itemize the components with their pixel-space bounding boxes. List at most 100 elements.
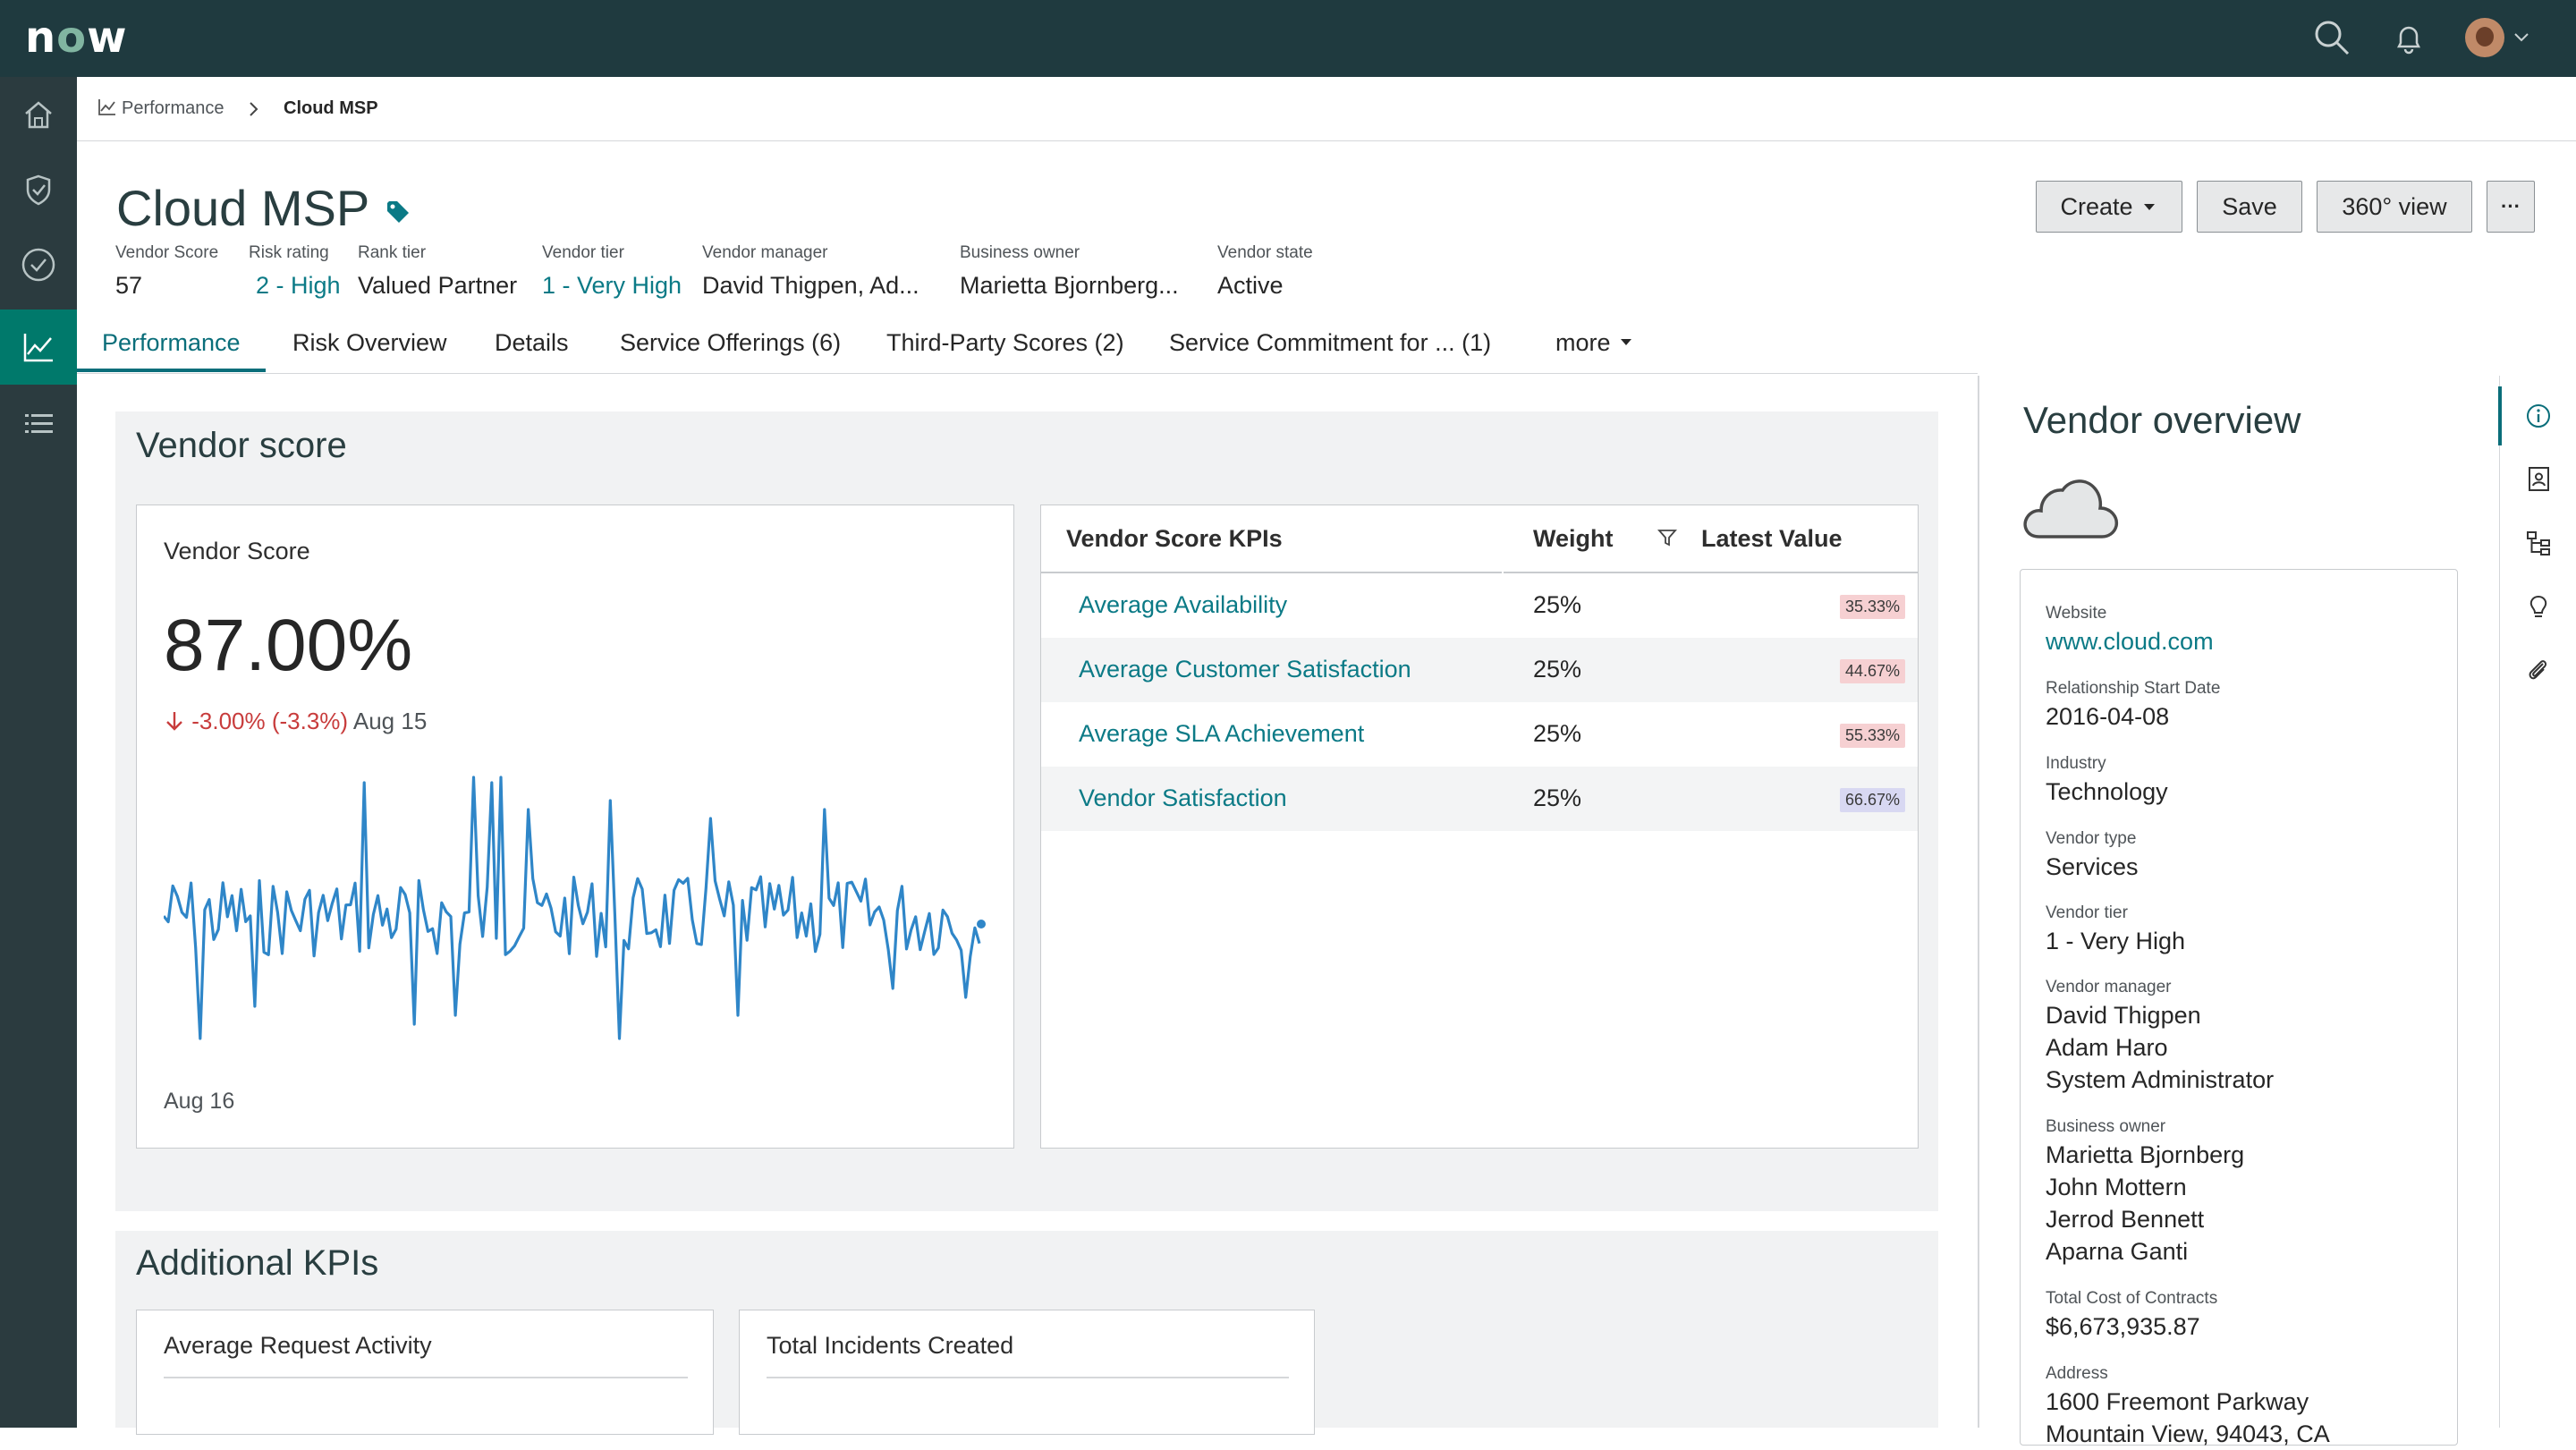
item-label: Vendor tier [2046, 903, 2128, 922]
bell-icon[interactable] [2386, 16, 2431, 61]
item-label: Total Cost of Contracts [2046, 1289, 2218, 1308]
kpi-link-average-availability[interactable]: Average Availability [1079, 591, 1288, 618]
item-value: 2016-04-08 [2046, 703, 2170, 730]
tab-performance[interactable]: Performance [102, 329, 241, 356]
table-row: Average SLA Achievement 25% 55.33% [1041, 702, 1918, 767]
caret-down-icon [2143, 204, 2155, 210]
user-avatar[interactable] [2465, 18, 2504, 57]
vendor-score-card[interactable]: Vendor Score 87.00% -3.00% (-3.3%) Aug 1… [136, 505, 1014, 1149]
tab-details[interactable]: Details [495, 329, 569, 356]
item-value: John Mottern [2046, 1174, 2187, 1200]
chevron-down-icon[interactable] [2508, 23, 2535, 50]
tab-risk-overview[interactable]: Risk Overview [292, 329, 447, 356]
kpi-card-average-request-activity[interactable]: Average Request Activity [136, 1310, 714, 1435]
kpi-value-badge: 44.67% [1839, 659, 1905, 683]
delta-date: Aug 15 [352, 708, 428, 734]
item-value: 1600 Freemont Parkway [2046, 1388, 2309, 1415]
caret-down-icon [1621, 339, 1632, 345]
item-label: Website [2046, 604, 2107, 623]
check-circle-icon[interactable] [0, 227, 77, 302]
field-label: Vendor state [1217, 243, 1313, 262]
save-button[interactable]: Save [2197, 181, 2302, 233]
vendor-overview-title: Vendor overview [2023, 399, 2301, 441]
shield-check-icon[interactable] [0, 152, 77, 227]
field-value: David Thigpen, Ad... [702, 272, 919, 299]
card-title: Average Request Activity [164, 1332, 432, 1359]
search-icon[interactable] [2309, 16, 2354, 61]
header-kpi[interactable]: Vendor Score KPIs [1066, 525, 1283, 552]
lightbulb-icon[interactable] [2523, 592, 2554, 623]
contact-card-icon[interactable] [2523, 463, 2554, 494]
overview-business-owner: Business owner Marietta Bjornberg John M… [2046, 1117, 2244, 1268]
overview-relationship-start-date: Relationship Start Date 2016-04-08 [2046, 679, 2220, 733]
field-vendor-state: Vendor state Active [1217, 243, 1313, 300]
item-value: Aparna Ganti [2046, 1238, 2189, 1265]
field-vendor-tier: Vendor tier 1 - Very High [542, 243, 682, 300]
overview-industry: Industry Technology [2046, 754, 2168, 808]
header-weight[interactable]: Weight [1533, 525, 1614, 552]
kpi-link-vendor-satisfaction[interactable]: Vendor Satisfaction [1079, 784, 1287, 811]
table-row: Average Availability 25% 35.33% [1041, 573, 1918, 638]
field-rank-tier: Rank tier Valued Partner [358, 243, 517, 300]
website-link[interactable]: www.cloud.com [2046, 628, 2214, 655]
performance-chart-icon[interactable] [0, 310, 77, 385]
field-label: Vendor Score [115, 243, 219, 262]
list-icon[interactable] [0, 386, 77, 462]
tab-service-offerings[interactable]: Service Offerings (6) [620, 329, 842, 356]
field-business-owner: Business owner Marietta Bjornberg... [960, 243, 1179, 300]
record-tabs: Performance Risk Overview Details Servic… [77, 322, 1978, 374]
kpi-value-badge: 35.33% [1839, 595, 1905, 619]
info-icon[interactable] [2523, 401, 2554, 431]
divider [767, 1377, 1289, 1378]
field-label: Vendor manager [702, 243, 828, 262]
x-axis-label: Aug 16 [164, 1089, 235, 1114]
item-label: Address [2046, 1364, 2108, 1383]
delta-value: -3.00% (-3.3%) [191, 708, 349, 734]
kpi-value-badge: 66.67% [1839, 788, 1905, 812]
item-value: Services [2046, 853, 2139, 880]
field-value: Active [1217, 272, 1284, 299]
item-value: Mountain View, 94043, CA [2046, 1420, 2330, 1447]
risk-rating-link[interactable]: 2 - High [256, 272, 341, 299]
kpi-weight: 25% [1533, 784, 1582, 811]
more-actions-button[interactable]: ··· [2487, 181, 2535, 233]
tag-icon[interactable] [385, 199, 411, 230]
item-value: Marietta Bjornberg [2046, 1141, 2245, 1168]
filter-icon[interactable] [1657, 527, 1678, 553]
kpi-link-average-customer-satisfaction[interactable]: Average Customer Satisfaction [1079, 656, 1411, 683]
kpi-link-average-sla-achievement[interactable]: Average SLA Achievement [1079, 720, 1365, 747]
paperclip-icon[interactable] [2523, 655, 2554, 685]
field-value: 57 [115, 272, 143, 299]
active-rail-indicator [2498, 386, 2502, 445]
item-value: 1 - Very High [2046, 928, 2186, 954]
tab-third-party-scores[interactable]: Third-Party Scores (2) [886, 329, 1124, 356]
arrow-down-icon [166, 712, 182, 731]
kpi-table-card: Vendor Score KPIs Weight Latest Value Av… [1040, 505, 1919, 1149]
item-value: Jerrod Bennett [2046, 1206, 2205, 1233]
trend-end-point [977, 920, 986, 929]
hierarchy-icon[interactable] [2523, 528, 2554, 558]
kpi-table-header: Vendor Score KPIs Weight Latest Value [1041, 505, 1918, 573]
create-button[interactable]: Create [2036, 181, 2182, 233]
header-latest-value[interactable]: Latest Value [1701, 525, 1843, 552]
item-value: David Thigpen [2046, 1002, 2201, 1029]
table-row: Vendor Satisfaction 25% 66.67% [1041, 767, 1918, 831]
item-value: System Administrator [2046, 1066, 2275, 1093]
overview-address: Address 1600 Freemont Parkway Mountain V… [2046, 1364, 2330, 1450]
kpi-card-total-incidents-created[interactable]: Total Incidents Created [739, 1310, 1315, 1435]
home-icon[interactable] [0, 77, 77, 152]
360-view-button[interactable]: 360° view [2317, 181, 2472, 233]
breadcrumb-performance[interactable]: Performance [122, 98, 225, 118]
tab-more[interactable]: more [1555, 329, 1635, 357]
chevron-right-icon [245, 98, 263, 124]
item-label: Vendor manager [2046, 978, 2172, 996]
overview-vendor-type: Vendor type Services [2046, 829, 2139, 883]
now-logo[interactable]: now [25, 13, 128, 63]
item-label: Relationship Start Date [2046, 679, 2221, 698]
panel-divider[interactable] [1978, 376, 1979, 1428]
vendor-score-section: Vendor score Vendor Score 87.00% -3.00% … [115, 411, 1938, 1211]
item-label: Industry [2046, 754, 2106, 773]
vendor-tier-link[interactable]: 1 - Very High [542, 272, 682, 299]
breadcrumb: Performance Cloud MSP [77, 77, 2576, 141]
tab-service-commitment[interactable]: Service Commitment for ... (1) [1169, 329, 1492, 356]
